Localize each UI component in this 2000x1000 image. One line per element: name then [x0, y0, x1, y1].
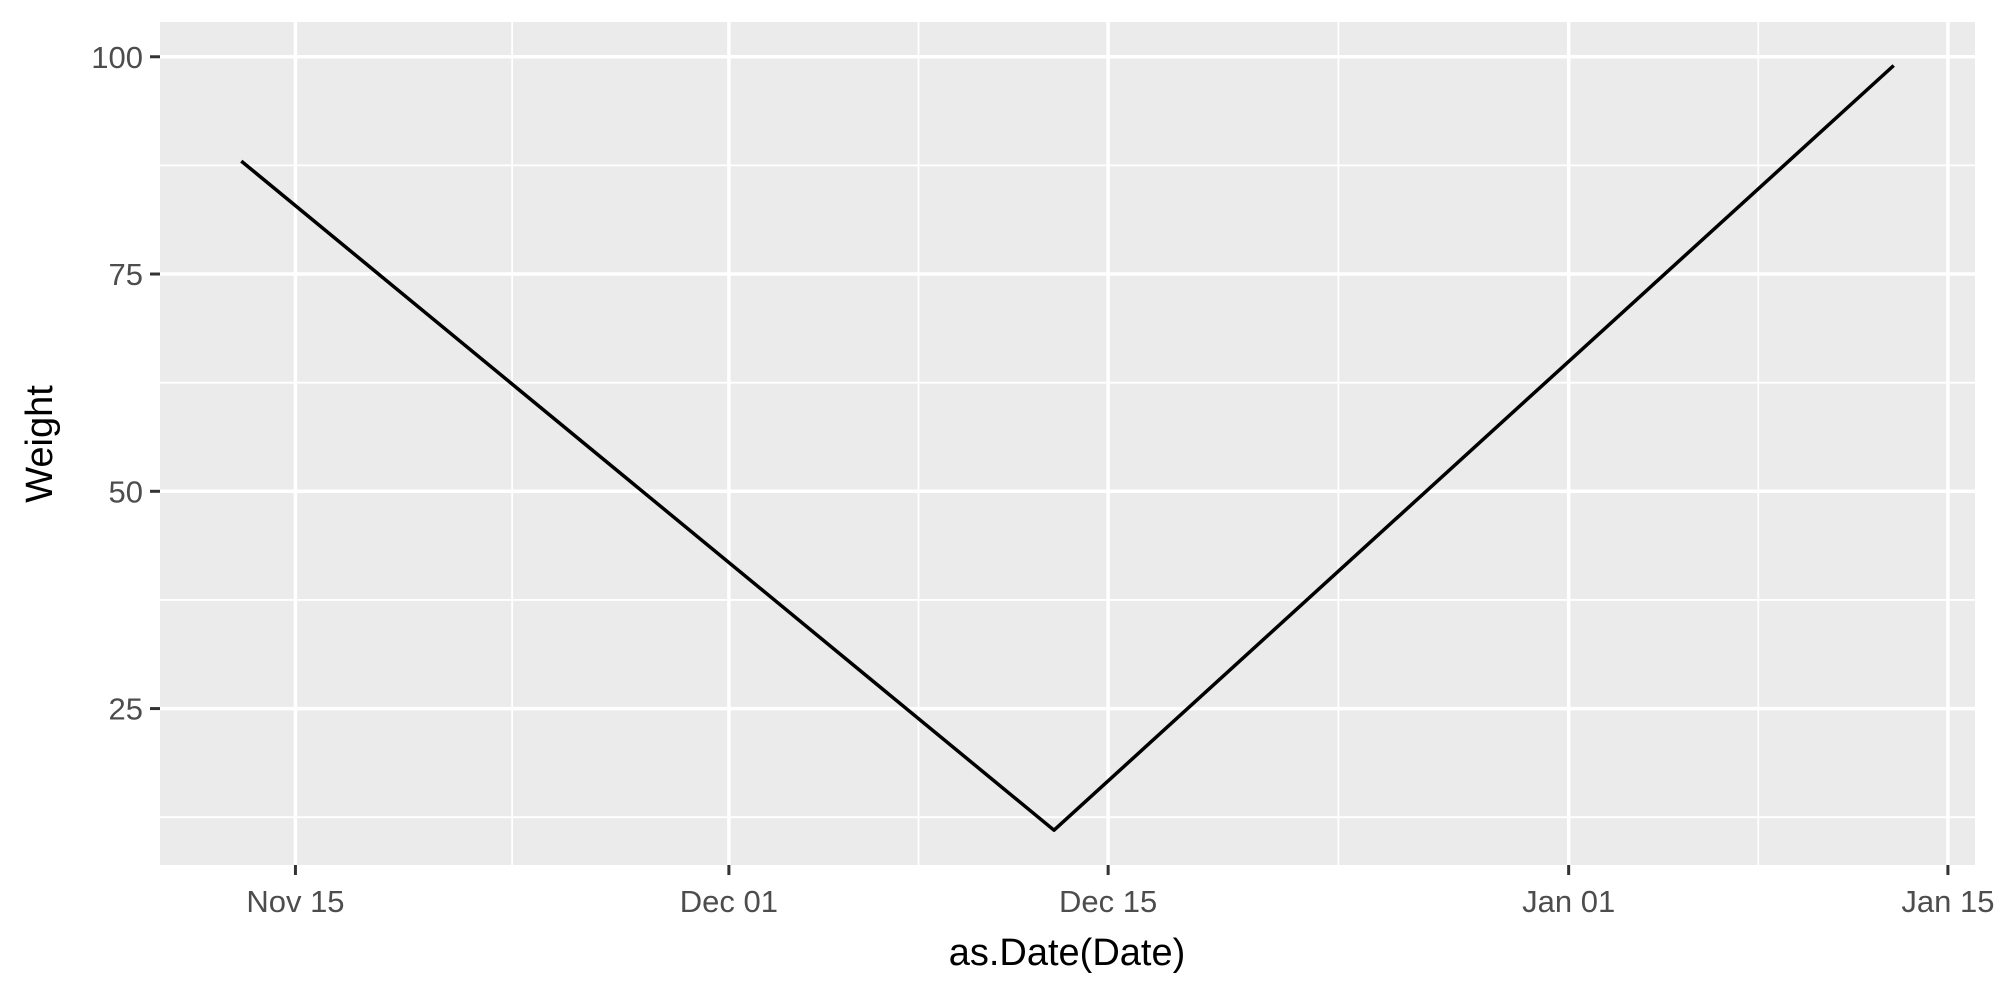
series-line: [240, 64, 1895, 832]
x-tick-label: Dec 15: [1059, 884, 1157, 919]
y-tick-label: 25: [109, 692, 143, 727]
x-axis: Nov 15 Dec 01 Dec 15 Jan 01 Jan 15: [246, 865, 1994, 919]
major-grid: [160, 22, 1975, 865]
y-axis: 25 50 75 100: [91, 40, 160, 727]
x-tick-label: Nov 15: [246, 884, 344, 919]
y-tick-label: 100: [91, 40, 143, 75]
series-layer: [240, 64, 1895, 832]
plot-panel: [160, 22, 1975, 865]
x-tick-label: Dec 01: [680, 884, 778, 919]
y-axis-title: Weight: [19, 385, 61, 503]
y-tick-label: 75: [109, 257, 143, 292]
x-tick-label: Jan 01: [1522, 884, 1615, 919]
x-tick-label: Jan 15: [1901, 884, 1994, 919]
y-tick-label: 50: [109, 474, 143, 509]
x-axis-title: as.Date(Date): [949, 932, 1186, 974]
